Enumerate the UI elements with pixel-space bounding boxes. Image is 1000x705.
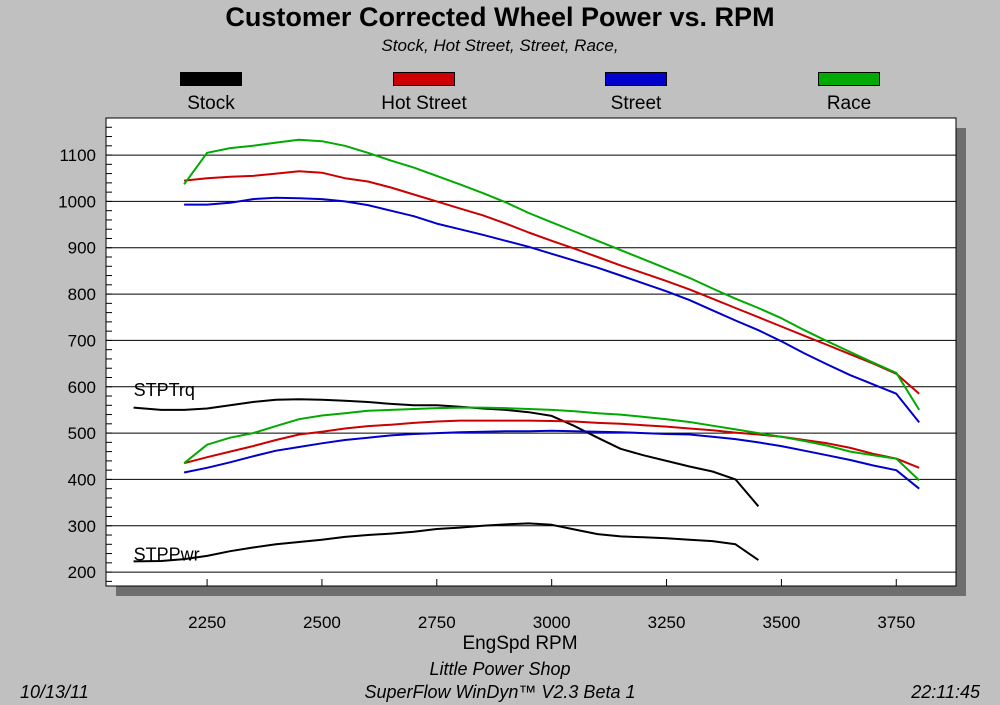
legend-swatch-street — [605, 72, 667, 86]
x-axis-label: EngSpd RPM — [462, 633, 578, 654]
x-tick-label: 2250 — [188, 613, 226, 632]
y-tick-label: 600 — [68, 378, 96, 397]
x-tick-label: 2500 — [303, 613, 341, 632]
x-tick-label: 3000 — [533, 613, 571, 632]
software-version: SuperFlow WinDyn™ V2.3 Beta 1 — [364, 682, 636, 702]
race-torque-line — [183, 138, 921, 411]
legend-item-race: Race — [779, 72, 919, 115]
legend-label-hot-street: Hot Street — [381, 93, 467, 114]
legend-item-stock: Stock — [141, 72, 281, 115]
y-tick-label: 500 — [68, 424, 96, 443]
x-tick-label: 2750 — [418, 613, 456, 632]
legend-label-stock: Stock — [187, 93, 235, 114]
y-tick-label: 400 — [68, 470, 96, 489]
hot-street-torque-line — [183, 170, 920, 395]
race-power-line — [183, 406, 920, 482]
legend-label-race: Race — [826, 93, 872, 114]
stock-power-line — [133, 522, 759, 563]
minor-ticks — [106, 117, 112, 582]
y-tick-label: 300 — [68, 517, 96, 536]
x-tick-label: 3500 — [762, 613, 800, 632]
legend-item-hot-street: Hot Street — [354, 72, 494, 115]
legend-swatch-stock — [180, 72, 242, 86]
curve-label-stppwr: STPPwr — [134, 545, 200, 565]
curve-label-stptrq: STPTrq — [134, 380, 195, 400]
y-tick-label: 200 — [68, 563, 96, 582]
x-tick-label: 3750 — [877, 613, 915, 632]
street-torque-line — [184, 196, 920, 424]
run-time: 22:11:45 — [911, 682, 980, 702]
x-tick-label: 3250 — [648, 613, 686, 632]
y-axis: 200 300 400 500 600 700 800 900 1000 1100 — [58, 146, 96, 582]
x-axis: 2250 2500 2750 3000 3250 3500 3750 — [188, 579, 915, 632]
chart-subtitle: Stock, Hot Street, Street, Race, — [381, 36, 619, 55]
run-date: 10/13/11 — [20, 682, 89, 702]
series-lines — [133, 138, 921, 563]
y-tick-label: 700 — [68, 331, 96, 350]
legend-swatch-hot-street — [393, 72, 455, 86]
y-tick-label: 1100 — [59, 146, 96, 165]
plot-area — [105, 117, 957, 587]
legend-item-street: Street — [566, 72, 706, 115]
y-tick-label: 800 — [68, 285, 96, 304]
street-power-line — [183, 429, 920, 490]
y-tick-label: 900 — [68, 239, 96, 258]
legend-swatch-race — [818, 72, 880, 86]
chart-title: Customer Corrected Wheel Power vs. RPM — [225, 2, 775, 32]
shop-name: Little Power Shop — [429, 659, 571, 679]
curve-labels: STPTrq STPPwr — [134, 380, 200, 564]
y-tick-label: 1000 — [58, 192, 96, 211]
legend-label-street: Street — [610, 93, 662, 114]
stock-torque-line — [133, 398, 760, 507]
